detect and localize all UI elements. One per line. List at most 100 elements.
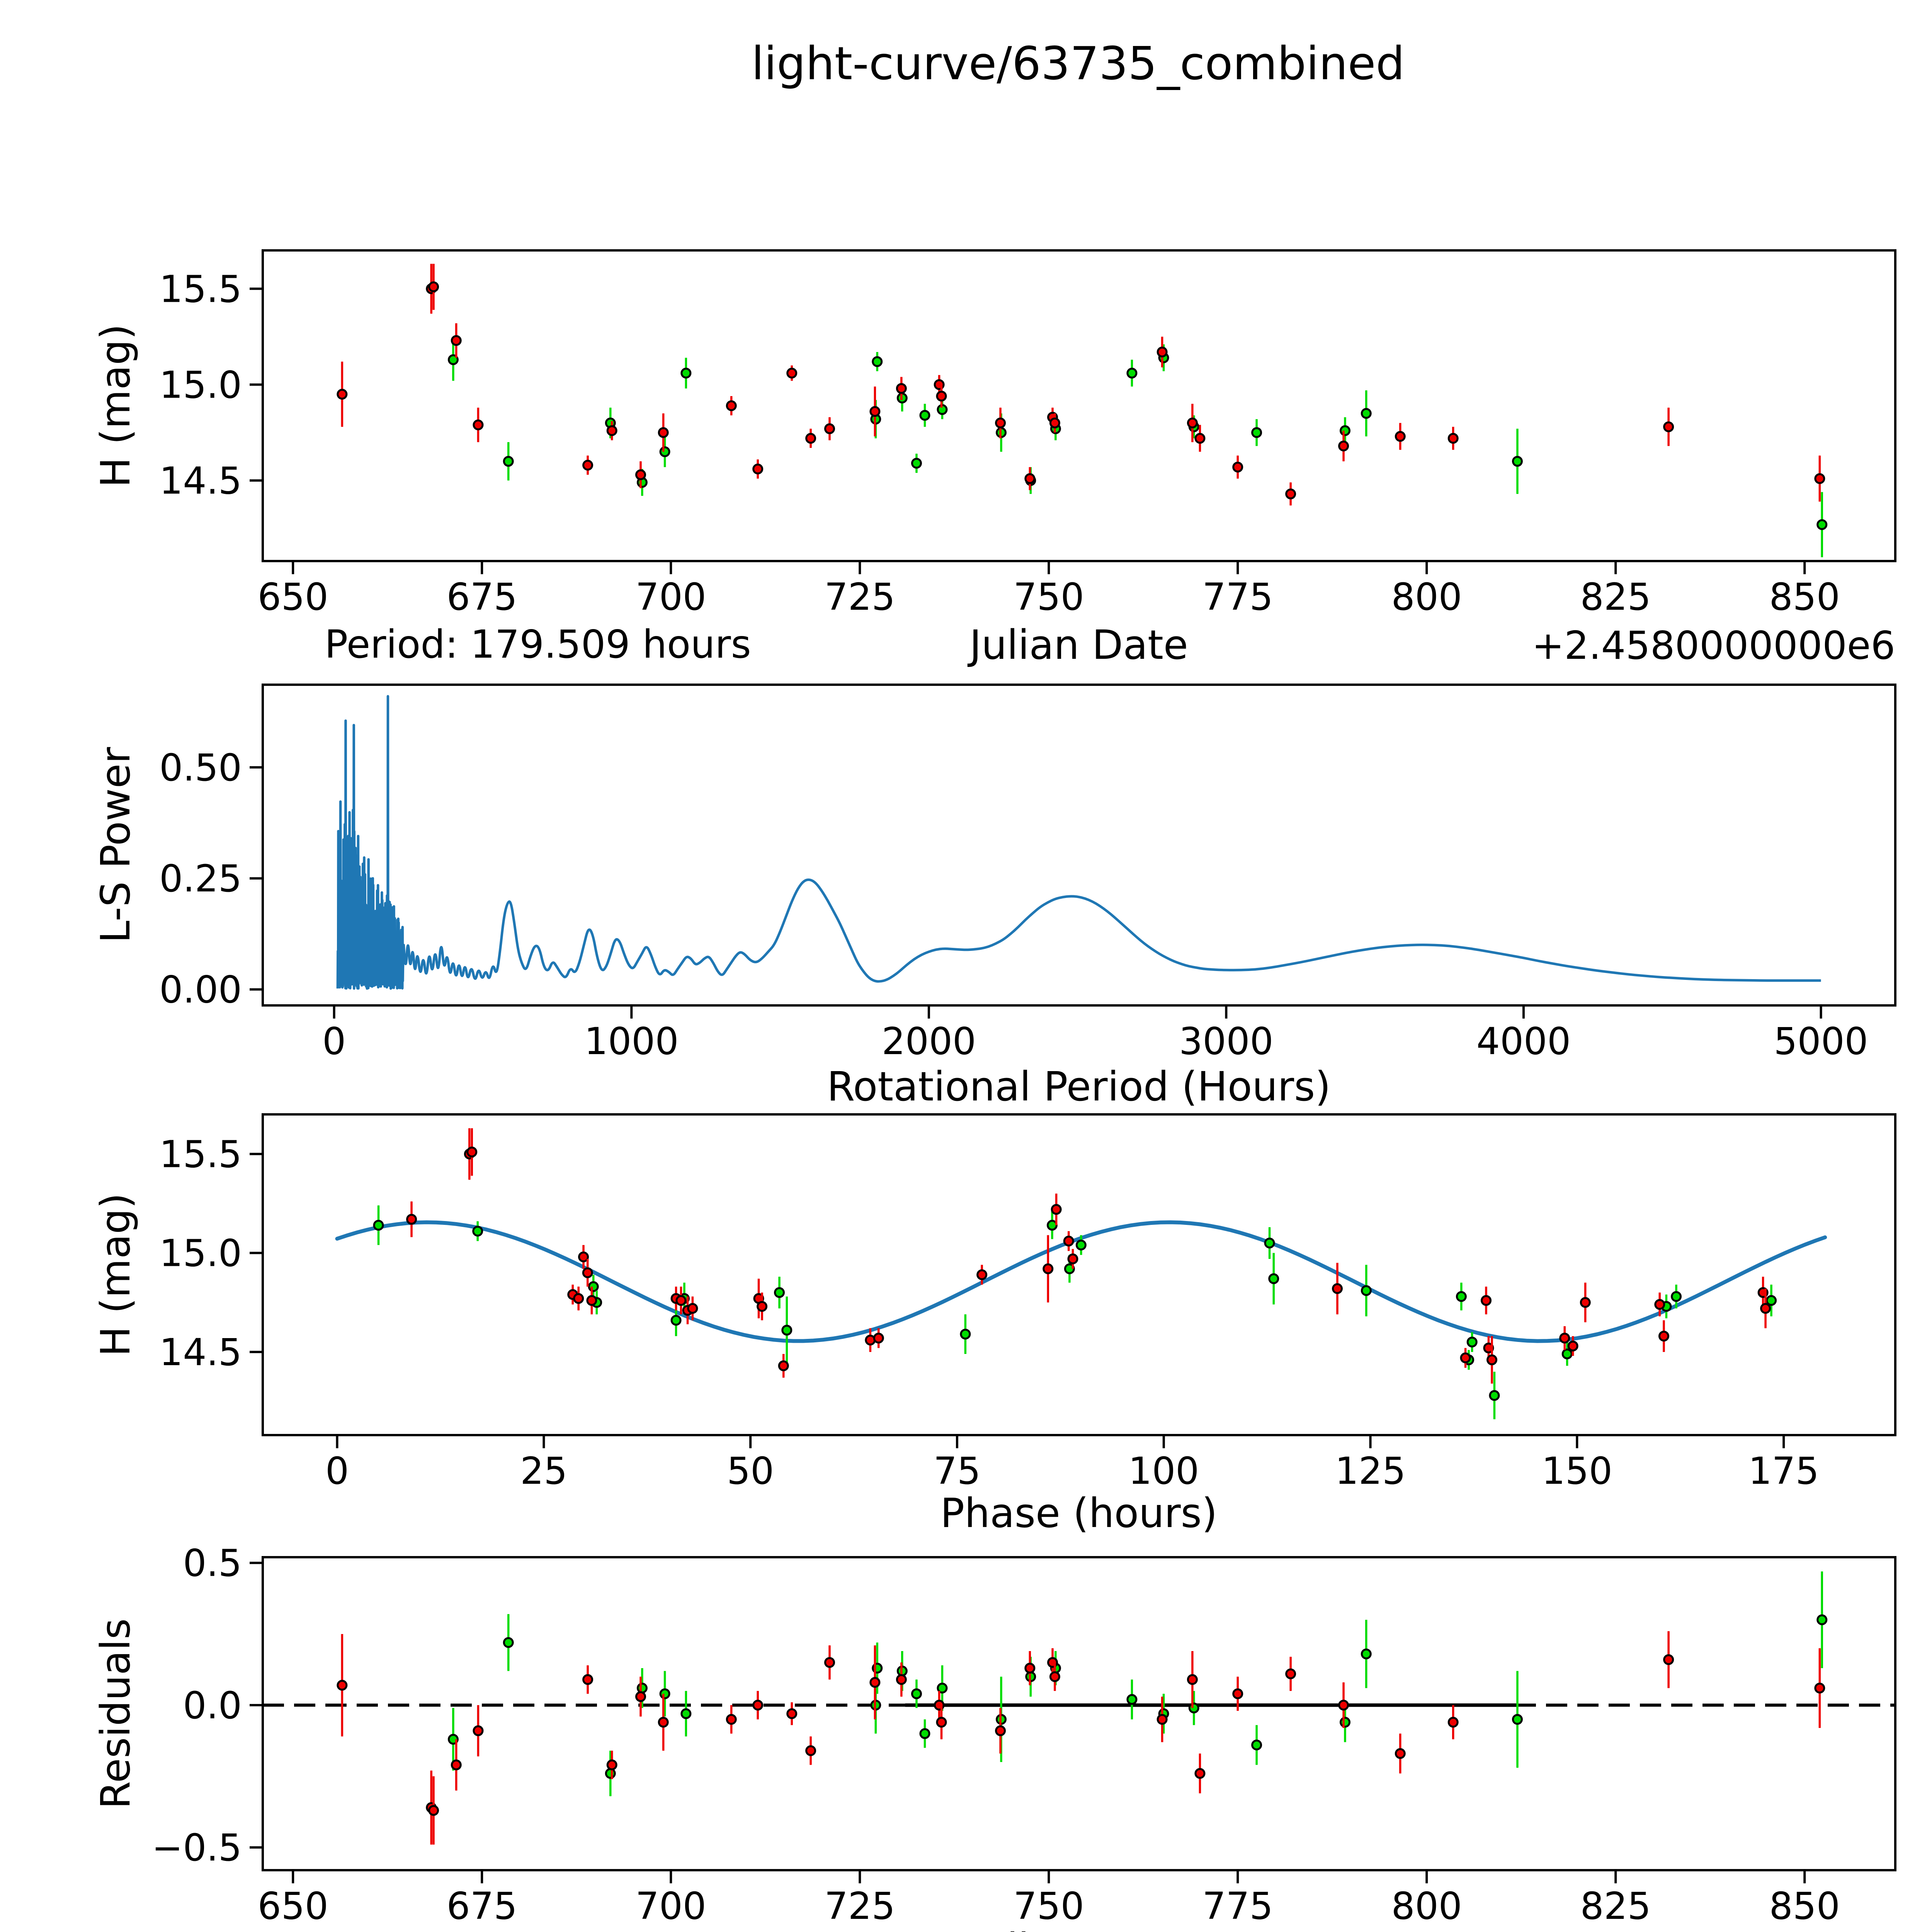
data-point-red <box>869 406 881 417</box>
data-point-green <box>1466 1337 1478 1348</box>
x-tick-label: 700 <box>636 575 706 619</box>
data-point-red <box>1460 1352 1471 1364</box>
y-tick-label: 14.5 <box>159 459 242 503</box>
y-tick-label: 15.5 <box>159 267 242 311</box>
data-point-red <box>1332 1283 1343 1294</box>
data-point-red <box>1814 473 1825 484</box>
data-point-red <box>1658 1330 1670 1342</box>
data-point-red <box>896 1674 907 1685</box>
x-tick-label: 650 <box>258 1884 328 1928</box>
data-point-red <box>1194 1768 1206 1779</box>
axes-frame <box>262 1113 1896 1436</box>
data-point-green <box>872 356 883 367</box>
residuals-xaxis-offset: +2.4580000000e6 <box>1532 1926 1895 1932</box>
data-point-red <box>1580 1297 1591 1308</box>
data-point-red <box>824 1657 835 1668</box>
data-point-red <box>757 1301 768 1312</box>
periodogram-yaxis-label: L-S Power <box>92 747 139 943</box>
data-point-red <box>726 1714 737 1725</box>
data-point-red <box>1663 421 1674 432</box>
x-tick-label: 675 <box>447 1884 517 1928</box>
data-point-red <box>606 425 617 436</box>
x-tick-label: 2000 <box>882 1020 976 1063</box>
data-point-green <box>680 1708 692 1719</box>
panel-lightcurve: 650 675 700 725 750 775 800 825 850 14.5 15.0 15.5 <box>159 249 1896 619</box>
x-tick-label: 850 <box>1769 1884 1840 1928</box>
data-point-red <box>805 1745 816 1756</box>
data-point-red <box>1654 1299 1665 1310</box>
data-point-red <box>873 1332 884 1344</box>
data-point-red <box>752 1699 764 1711</box>
x-tick-label: 800 <box>1391 1884 1462 1928</box>
series-green <box>373 1205 1777 1420</box>
data-point-red <box>573 1293 584 1304</box>
x-tick-label: 5000 <box>1774 1020 1868 1063</box>
x-tick-label: 750 <box>1014 1884 1084 1928</box>
x-tick-label: 25 <box>520 1449 567 1493</box>
data-point-green <box>1816 1614 1828 1625</box>
data-point-green <box>588 1281 599 1292</box>
data-point-red <box>1187 1674 1198 1685</box>
data-point-red <box>428 281 439 293</box>
data-point-red <box>1024 1663 1036 1674</box>
axes-frame <box>262 684 1896 1007</box>
data-point-red <box>1049 417 1060 429</box>
data-point-green <box>1340 425 1351 436</box>
axes-frame <box>262 1556 1896 1871</box>
data-point-red <box>1338 440 1349 452</box>
data-point-green <box>373 1219 384 1231</box>
panel-residuals: 650 675 700 725 750 775 800 825 850 −0.5 0.0 0.5 <box>152 1542 1896 1928</box>
y-tick-label: 0.0 <box>183 1684 242 1727</box>
data-point-red <box>726 400 737 411</box>
data-point-red <box>1063 1235 1074 1247</box>
series-green <box>447 338 1828 558</box>
data-point-green <box>1251 1740 1262 1750</box>
data-point-green <box>1456 1291 1467 1302</box>
data-point-red <box>869 1677 881 1688</box>
x-tick-label: 675 <box>447 575 517 619</box>
data-point-red <box>606 1759 617 1770</box>
data-point-red <box>1232 461 1243 473</box>
lightcurve-xaxis-label: Julian Date <box>967 621 1188 668</box>
data-point-green <box>1361 408 1372 419</box>
data-point-green <box>503 1637 514 1648</box>
x-tick-label: 750 <box>1014 575 1084 619</box>
data-point-green <box>1188 1702 1199 1714</box>
data-point-red <box>337 1680 348 1691</box>
data-point-green <box>1489 1390 1500 1401</box>
y-tick-label: 0.00 <box>159 968 242 1012</box>
data-point-green <box>781 1325 793 1336</box>
data-point-red <box>1567 1340 1578 1352</box>
y-tick-label: 14.5 <box>159 1331 242 1374</box>
phase-plot-area <box>335 1128 1827 1420</box>
data-point-green <box>937 1682 948 1694</box>
data-point-red <box>1447 1717 1459 1728</box>
panel-periodogram: 0 1000 2000 3000 4000 5000 0.00 0.25 0.50 <box>159 684 1896 1063</box>
data-point-red <box>752 463 764 474</box>
data-point-red <box>675 1295 687 1306</box>
x-tick-label: 725 <box>825 1884 895 1928</box>
data-point-green <box>1340 1717 1351 1728</box>
data-point-green <box>960 1328 971 1340</box>
residuals-plot-area <box>263 1571 1895 1845</box>
periodogram-plot-area <box>336 695 1821 990</box>
data-point-red <box>1559 1332 1570 1344</box>
data-point-red <box>658 1717 669 1728</box>
axes-frame <box>262 249 1896 562</box>
data-point-green <box>1126 1694 1138 1705</box>
data-point-green <box>774 1287 785 1298</box>
series-red <box>406 1128 1771 1384</box>
data-point-red <box>1338 1699 1349 1711</box>
x-tick-label: 3000 <box>1179 1020 1273 1063</box>
data-point-red <box>466 1146 478 1158</box>
lightcurve-yaxis-label: H (mag) <box>92 324 139 487</box>
data-point-green <box>659 1688 670 1699</box>
data-point-red <box>1156 347 1168 358</box>
data-point-red <box>337 389 348 400</box>
x-tick-label: 0 <box>325 1449 349 1493</box>
data-point-green <box>680 367 692 379</box>
data-point-red <box>896 383 907 394</box>
data-point-green <box>1671 1291 1682 1302</box>
data-point-green <box>919 1728 930 1739</box>
